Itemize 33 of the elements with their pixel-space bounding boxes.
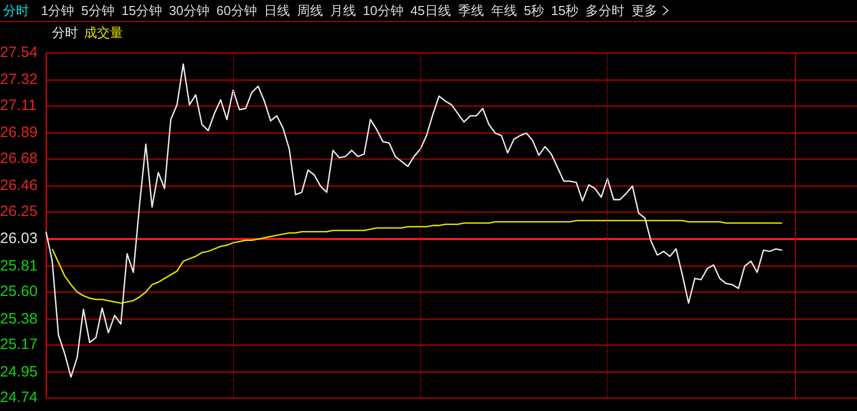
text: 多分时 [586,2,625,20]
text: 分时 [52,24,78,42]
text: 30分钟 [168,2,210,20]
text: 更多 [632,2,658,20]
text: 季线 [458,2,484,20]
y-tick-label: 26.25 [0,203,38,220]
text: 月线 [330,2,356,20]
text: 分时 [3,2,29,20]
y-tick-label: 24.74 [0,389,38,406]
text: 年线 [490,2,517,20]
text: 15秒 [551,2,579,20]
text: 15分钟 [121,2,162,20]
y-tick-label: 24.95 [0,363,38,380]
y-tick-label: 26.03 [0,230,38,248]
y-tick-label: 27.11 [0,97,36,114]
text: 10分钟 [362,2,404,20]
y-tick-label: 25.81 [0,257,38,274]
text: 60分钟 [216,2,257,20]
text: 5分钟 [81,2,114,20]
y-tick-label: 27.32 [0,71,38,88]
y-tick-label: 26.68 [0,150,38,168]
text: 日线 [264,2,290,20]
text: 成交量 [84,24,123,42]
y-tick-label: 27.54 [0,44,38,62]
y-tick-label: 26.89 [0,124,38,142]
text: 周线 [296,2,323,20]
y-tick-label: 25.17 [0,336,38,354]
text: 45日线 [410,2,451,20]
text: 5秒 [524,2,544,20]
text: 1分钟 [41,2,74,20]
y-tick-label: 26.46 [0,177,38,194]
y-tick-label: 25.38 [0,310,38,328]
y-tick-label: 25.60 [0,283,38,300]
